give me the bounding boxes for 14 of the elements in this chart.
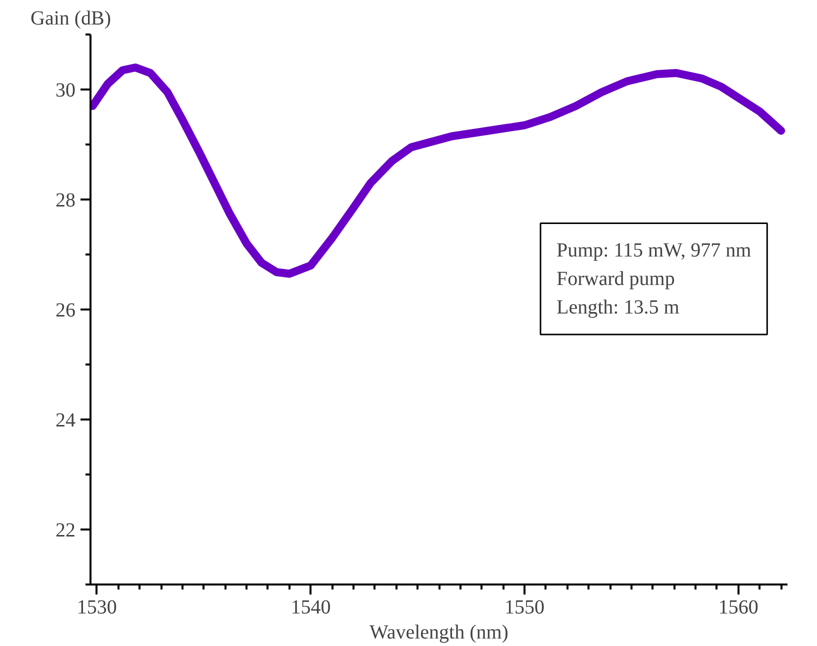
x-tick-label: 1550 bbox=[504, 596, 545, 618]
annotation: Length: 13.5 m bbox=[556, 296, 680, 318]
x-tick-label: 1560 bbox=[718, 596, 758, 618]
x-tick-label: 1540 bbox=[290, 596, 331, 618]
y-tick-label: 28 bbox=[56, 190, 76, 212]
y-tick-label: 22 bbox=[56, 520, 76, 542]
y-axis-title: Gain (dB) bbox=[30, 8, 112, 30]
annotation: Forward pump bbox=[556, 268, 675, 290]
x-tick-label: 1530 bbox=[76, 596, 117, 618]
x-axis-title: Wavelength (nm) bbox=[370, 622, 508, 644]
y-tick-label: 24 bbox=[56, 410, 76, 432]
y-tick-label: 26 bbox=[56, 300, 76, 322]
annotation: Pump: 115 mW, 977 nm bbox=[556, 239, 752, 262]
y-tick-label: 30 bbox=[56, 80, 76, 102]
